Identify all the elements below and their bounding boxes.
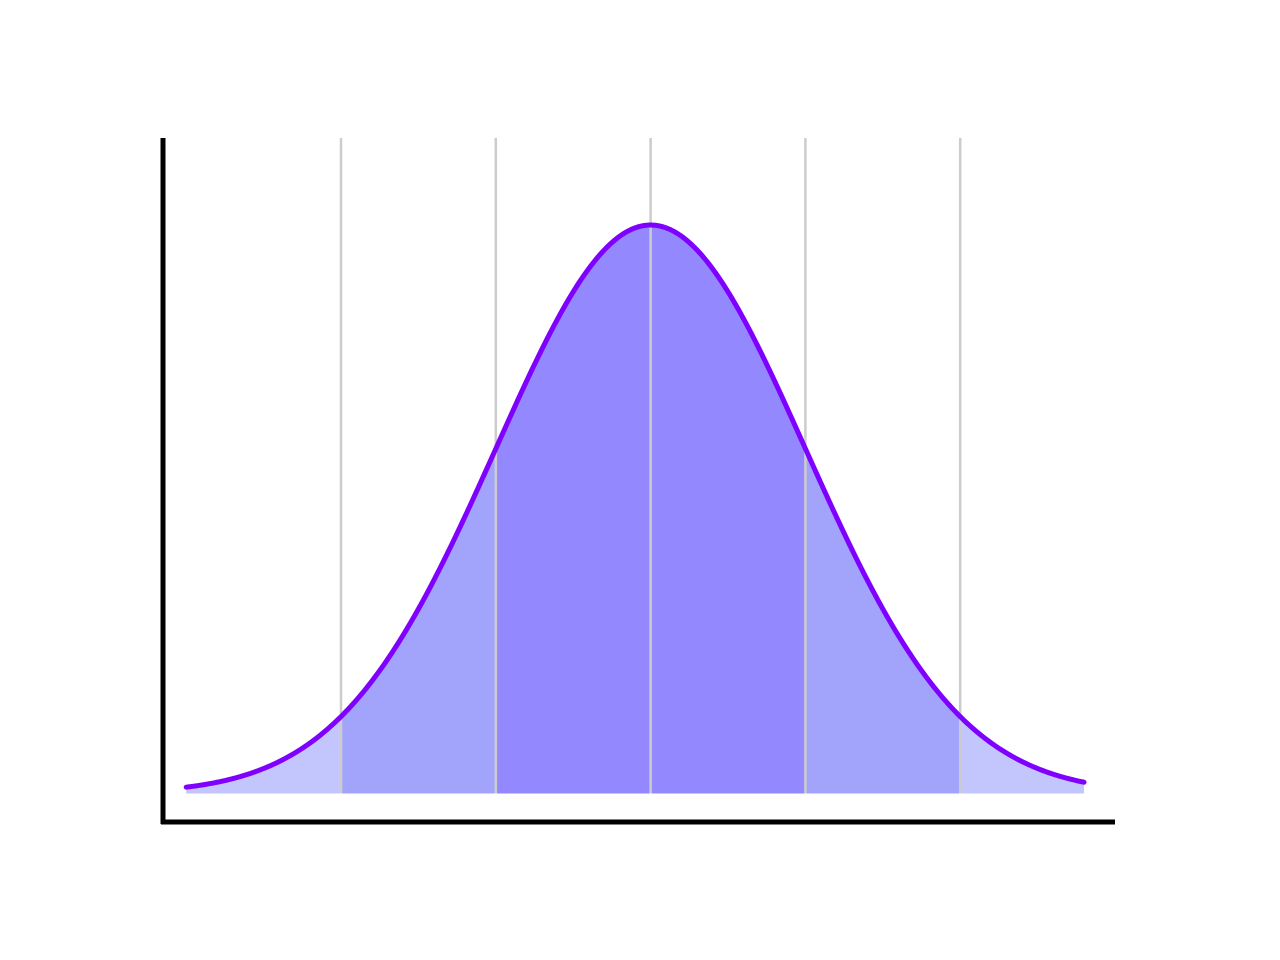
vertical-gridlines [339,138,962,794]
band-4 [960,716,1085,794]
density-curve [183,222,1087,790]
curve-layer [183,222,1087,790]
band-0 [186,716,342,794]
axes [160,138,1115,825]
